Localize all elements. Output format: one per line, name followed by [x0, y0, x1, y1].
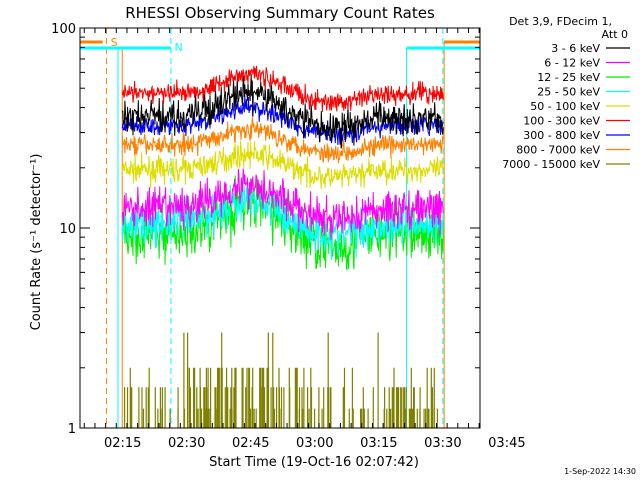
footer-timestamp: 1-Sep-2022 14:30: [564, 467, 636, 476]
plot-axes: 1 10 100 02:15 02:30 02:45 03:00 03:15 03:30 03:4…: [51, 22, 525, 451]
y-tick-label: 10: [59, 222, 76, 237]
chart-title: RHESSI Observing Summary Count Rates: [125, 4, 435, 22]
y-tick-label: 1: [68, 422, 76, 437]
series-line-3-6-: [121, 74, 444, 149]
series-line-25-50-: [121, 180, 444, 260]
x-tick-label: 03:15: [360, 436, 397, 451]
series-line-50-100-: [121, 140, 444, 189]
series-line-6-12-: [121, 168, 444, 240]
x-tick-label: 03:30: [424, 436, 461, 451]
legend-header-line1: Det 3,9, FDecim 1,: [509, 15, 612, 28]
legend-label: 300 - 800 keV: [523, 129, 600, 142]
saa-label: S: [111, 36, 118, 49]
night-label: N: [174, 41, 182, 54]
legend-label: 7000 - 15000 keV: [502, 158, 600, 171]
x-axis-label: Start Time (19-Oct-16 02:07:42): [209, 455, 419, 470]
y-axis-label: Count Rate (s⁻¹ detector⁻¹): [29, 154, 44, 331]
series-line-800-7000-: [121, 117, 444, 164]
legend-label: 3 - 6 keV: [551, 42, 600, 55]
series-line-7000-15000: [124, 332, 438, 428]
x-tick-label: 03:00: [296, 436, 333, 451]
legend-label: 25 - 50 keV: [537, 86, 600, 99]
legend-label: 100 - 300 keV: [523, 115, 600, 128]
x-tick-label: 02:15: [104, 436, 141, 451]
x-tick-label: 03:45: [488, 436, 525, 451]
x-tick-label: 02:30: [168, 436, 205, 451]
y-tick-label: 100: [51, 22, 76, 37]
legend-label: 6 - 12 keV: [544, 57, 600, 70]
legend-label: 800 - 7000 keV: [516, 144, 600, 157]
legend-label: 12 - 25 keV: [537, 71, 600, 84]
series-layer: [121, 65, 444, 428]
series-line-100-300-: [121, 65, 444, 112]
x-tick-label: 02:45: [232, 436, 269, 451]
legend-header-line2: Att 0: [602, 28, 628, 41]
legend-label: 50 - 100 keV: [530, 100, 600, 113]
